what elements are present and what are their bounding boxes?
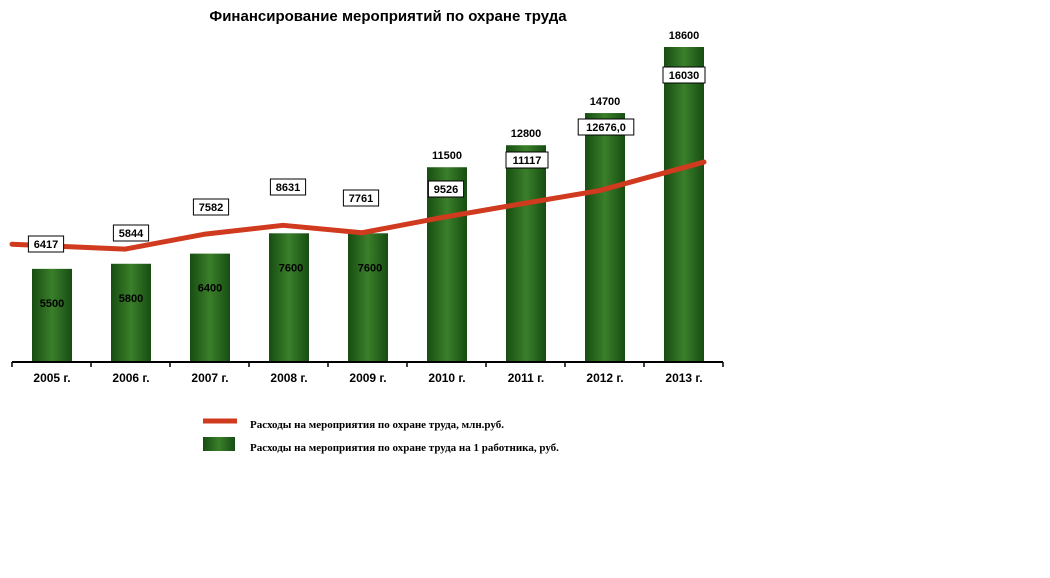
line-value-text: 12676,0 [586, 122, 626, 134]
x-tick-label: 2012 г. [586, 371, 623, 385]
line-value-label: 11117 [505, 151, 549, 169]
line-value-box [662, 66, 706, 84]
line-value-box [505, 151, 549, 169]
line-value-label: 9526 [427, 180, 465, 198]
x-tick-label: 2013 г. [665, 371, 702, 385]
bar-value-label: 11500 [432, 150, 462, 162]
line-value-text: 9526 [434, 184, 458, 196]
line-value-box [269, 178, 307, 196]
bar-value-label: 12800 [511, 128, 542, 140]
bar [269, 233, 309, 362]
line-value-text: 11117 [513, 155, 542, 167]
bar [664, 47, 704, 362]
line-value-box [192, 198, 230, 216]
bar [111, 263, 151, 362]
x-tick-label: 2005 г. [33, 371, 70, 385]
bars-layer [32, 47, 704, 362]
line-value-box [577, 118, 635, 136]
bar [348, 233, 388, 362]
line-labels-layer: 6417 5844 7582 8631 7761 9526 11117 12676,0 1603… [27, 66, 706, 253]
x-tick-label: 2007 г. [191, 371, 228, 385]
bar [32, 268, 72, 362]
line-value-text: 7761 [349, 193, 373, 205]
chart-title: Финансирование мероприятий по охране тру… [209, 8, 567, 25]
line-value-label: 7582 [192, 198, 230, 216]
line-series-layer [9, 159, 707, 252]
line-value-box [427, 180, 465, 198]
bar-value-label: 5800 [119, 293, 143, 305]
line-value-label: 7761 [342, 189, 380, 207]
bar [190, 253, 230, 362]
bar [506, 145, 546, 362]
line-series [9, 159, 707, 252]
legend: Расходы на мероприятия по охране труда, … [203, 418, 559, 454]
line-value-text: 16030 [669, 70, 700, 82]
bar-value-label: 7600 [279, 262, 303, 274]
line-value-box [342, 189, 380, 207]
bar-value-label: 14700 [590, 96, 621, 108]
x-tick-label: 2006 г. [112, 371, 149, 385]
line-value-box [112, 224, 150, 242]
x-tick-label: 2010 г. [428, 371, 465, 385]
bar-value-label: 6400 [198, 283, 222, 295]
x-tick-label: 2011 г. [508, 371, 545, 385]
bar-value-label: 7600 [358, 262, 382, 274]
line-value-text: 5844 [119, 228, 144, 240]
line-value-text: 6417 [34, 239, 58, 251]
line-value-label: 12676,0 [577, 118, 635, 136]
line-value-label: 6417 [27, 235, 65, 253]
line-value-box [27, 235, 65, 253]
bar-value-label: 18600 [669, 30, 700, 42]
bar [427, 167, 467, 362]
line-value-label: 5844 [112, 224, 150, 242]
bar-labels-layer: 5500 5800 6400 7600 7600 11500 12800 14700 18600 [40, 30, 700, 310]
legend-bar-label: Расходы на мероприятия по охране труда н… [250, 442, 559, 454]
bar [585, 113, 625, 362]
line-value-label: 16030 [662, 66, 706, 84]
legend-bar-swatch [203, 437, 235, 451]
x-axis: 2005 г. 2006 г. 2007 г. 2008 г. 2009 г. 2010 … [11, 361, 724, 385]
line-value-label: 8631 [269, 178, 307, 196]
legend-line-label: Расходы на мероприятия по охране труда, … [250, 419, 504, 431]
line-value-text: 7582 [199, 202, 223, 214]
line-value-text: 8631 [276, 182, 300, 194]
x-tick-label: 2008 г. [270, 371, 307, 385]
bar-value-label: 5500 [40, 298, 64, 310]
x-tick-label: 2009 г. [349, 371, 386, 385]
